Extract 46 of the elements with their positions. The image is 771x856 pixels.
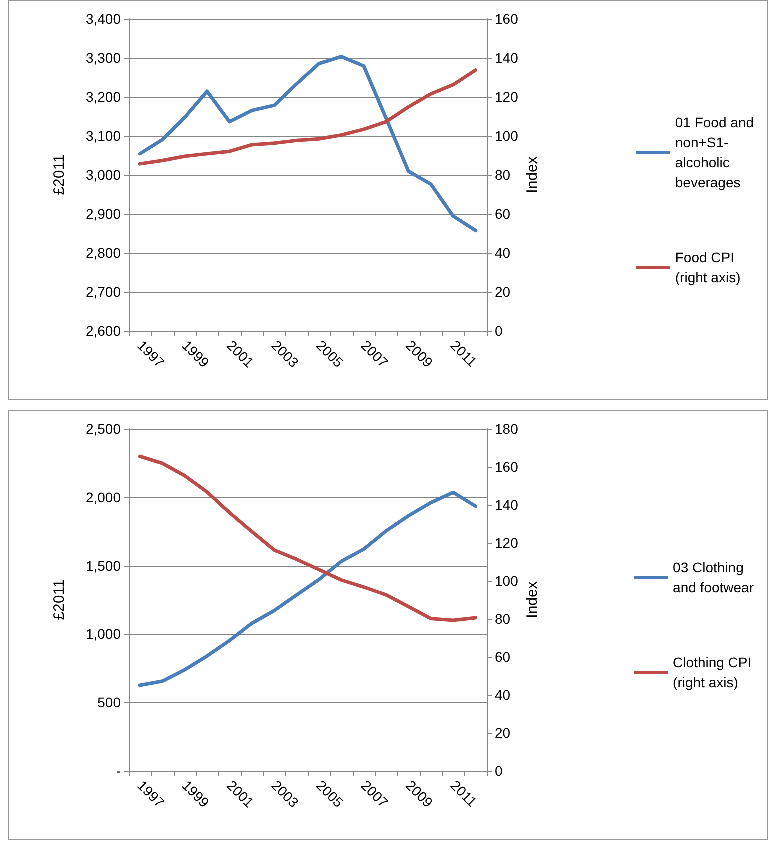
y-tick-label: 500	[98, 694, 122, 711]
legend-label: Clothing CPI (right axis)	[673, 654, 752, 690]
y-tick-label: 1,000	[86, 626, 122, 642]
legend-label: Food CPI (right axis)	[675, 250, 741, 286]
y2-tick-label: 160	[495, 459, 519, 475]
y2-tick-label: 100	[495, 573, 519, 589]
y-tick-label: 2,500	[86, 421, 122, 437]
y2-tick-label: 20	[495, 284, 511, 300]
y-tick-label: 2,900	[86, 206, 122, 222]
line-series	[138, 454, 478, 622]
y2-tick-label: 180	[495, 421, 519, 437]
y2-tick-label: 120	[495, 89, 519, 105]
y-tick-label: 2,000	[86, 489, 122, 506]
y2-tick-label: 60	[495, 649, 511, 665]
y2-tick-label: 40	[495, 245, 511, 261]
y-axis-title: £2011	[51, 580, 68, 620]
y-axis-title: £2011	[51, 154, 68, 196]
legend-label: 01 Food and non+S1- alcoholic beverages	[675, 114, 754, 190]
y2-tick-label: 80	[495, 611, 511, 627]
y2-tick-label: 80	[495, 167, 511, 183]
y-tick-label: 2,800	[86, 245, 122, 261]
y2-tick-label: 120	[495, 535, 519, 551]
y2-tick-label: 160	[495, 11, 519, 27]
y2-tick-label: 0	[495, 763, 503, 779]
y2-tick-label: 140	[495, 497, 519, 513]
y-tick-label: -	[116, 763, 122, 779]
y2-tick-label: 40	[495, 687, 511, 703]
y-tick-label: 3,100	[86, 128, 122, 144]
y2-tick-label: 20	[495, 725, 511, 741]
y2-axis-title: Index	[524, 581, 541, 618]
y2-tick-label: 60	[495, 206, 511, 222]
y2-axis-title: Index	[524, 156, 541, 194]
y-tick-label: 2,600	[86, 323, 122, 339]
y-tick-label: 3,300	[86, 50, 122, 66]
y2-tick-label: 0	[495, 323, 503, 339]
y-tick-label: 3,200	[86, 89, 122, 105]
y2-tick-label: 140	[495, 50, 519, 66]
y-tick-label: 2,700	[86, 284, 122, 300]
y-tick-label: 3,400	[86, 11, 122, 27]
line-series	[138, 55, 478, 233]
line-series	[138, 68, 478, 166]
line-series	[138, 490, 478, 688]
y2-tick-label: 100	[495, 128, 519, 144]
legend-label: 03 Clothing and footwear	[673, 560, 754, 596]
y-tick-label: 1,500	[86, 558, 122, 574]
y-tick-label: 3,000	[86, 167, 122, 183]
